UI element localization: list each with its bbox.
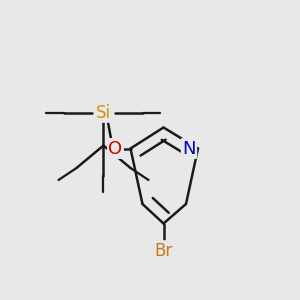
- Text: Si: Si: [96, 103, 111, 122]
- Text: Br: Br: [154, 242, 172, 260]
- Text: N: N: [182, 140, 196, 158]
- Text: O: O: [108, 140, 123, 158]
